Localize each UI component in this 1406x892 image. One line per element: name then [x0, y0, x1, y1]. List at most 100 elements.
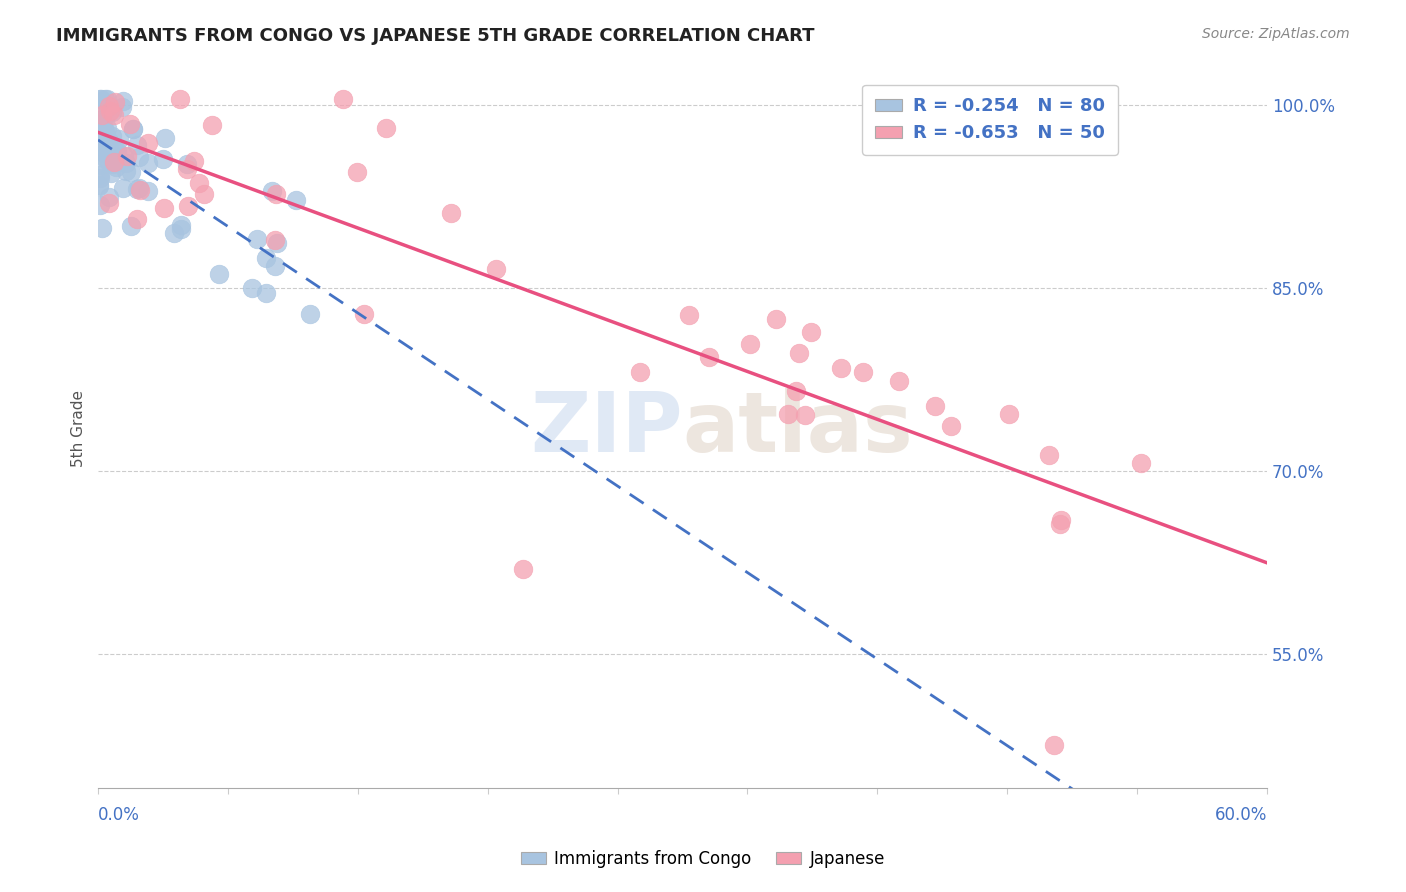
Point	[1050, 513, 1073, 527]
Point	[285, 194, 308, 208]
Point	[353, 307, 375, 321]
Point	[103, 154, 125, 169]
Point	[97, 105, 120, 120]
Point	[97, 99, 120, 113]
Point	[110, 100, 132, 114]
Point	[103, 156, 125, 170]
Point	[97, 190, 120, 204]
Point	[998, 407, 1021, 421]
Point	[201, 118, 224, 132]
Point	[1038, 448, 1060, 462]
Point	[96, 107, 118, 121]
Point	[924, 399, 946, 413]
Point	[100, 165, 122, 179]
Point	[787, 346, 810, 360]
Point	[889, 374, 911, 388]
Point	[122, 121, 145, 136]
Point	[89, 168, 111, 182]
Point	[108, 132, 131, 146]
Point	[939, 419, 962, 434]
Text: Source: ZipAtlas.com: Source: ZipAtlas.com	[1202, 27, 1350, 41]
Point	[96, 92, 118, 106]
Point	[830, 360, 852, 375]
Point	[169, 92, 191, 106]
Point	[89, 124, 111, 138]
Point	[440, 206, 463, 220]
Point	[94, 143, 117, 157]
Point	[104, 95, 127, 109]
Point	[98, 134, 121, 148]
Point	[152, 152, 174, 166]
Point	[375, 120, 398, 135]
Point	[765, 311, 787, 326]
Point	[89, 129, 111, 144]
Point	[90, 92, 112, 106]
Point	[170, 221, 193, 235]
Point	[298, 307, 321, 321]
Text: ZIP: ZIP	[530, 388, 682, 469]
Point	[183, 154, 205, 169]
Point	[89, 179, 111, 194]
Point	[128, 151, 150, 165]
Point	[1129, 456, 1152, 470]
Point	[163, 226, 186, 240]
Point	[100, 128, 122, 143]
Point	[1049, 517, 1071, 532]
Text: atlas: atlas	[682, 388, 914, 469]
Point	[93, 120, 115, 135]
Point	[127, 212, 149, 227]
Point	[91, 142, 114, 156]
Point	[121, 121, 143, 136]
Point	[89, 170, 111, 185]
Point	[91, 137, 114, 152]
Point	[740, 336, 762, 351]
Point	[90, 108, 112, 122]
Point	[128, 181, 150, 195]
Point	[129, 183, 152, 197]
Point	[332, 92, 354, 106]
Point	[87, 126, 110, 140]
Point	[246, 232, 269, 246]
Point	[98, 103, 121, 118]
Point	[263, 259, 285, 273]
Legend: R = -0.254   N = 80, R = -0.653   N = 50: R = -0.254 N = 80, R = -0.653 N = 50	[862, 85, 1118, 155]
Point	[193, 187, 215, 202]
Point	[187, 176, 209, 190]
Point	[103, 108, 125, 122]
Point	[485, 261, 508, 276]
Point	[240, 281, 263, 295]
Point	[138, 184, 160, 198]
Point	[153, 201, 176, 215]
Point	[96, 152, 118, 166]
Point	[87, 178, 110, 192]
Point	[87, 102, 110, 116]
Point	[94, 125, 117, 139]
Point	[117, 149, 139, 163]
Point	[136, 155, 159, 169]
Point	[266, 236, 288, 251]
Point	[89, 112, 111, 127]
Point	[177, 199, 200, 213]
Point	[1043, 739, 1066, 753]
Point	[91, 139, 114, 153]
Point	[112, 149, 135, 163]
Point	[90, 158, 112, 172]
Point	[170, 218, 193, 232]
Point	[97, 139, 120, 153]
Point	[104, 145, 127, 159]
Point	[89, 198, 111, 212]
Point	[678, 308, 700, 322]
Point	[346, 165, 368, 179]
Point	[94, 92, 117, 106]
Text: IMMIGRANTS FROM CONGO VS JAPANESE 5TH GRADE CORRELATION CHART: IMMIGRANTS FROM CONGO VS JAPANESE 5TH GR…	[56, 27, 814, 45]
Point	[785, 384, 807, 398]
Point	[699, 350, 721, 364]
Point	[208, 267, 231, 281]
Point	[115, 156, 138, 170]
Point	[111, 95, 134, 109]
Point	[105, 160, 128, 174]
Point	[91, 145, 114, 160]
Point	[97, 143, 120, 157]
Point	[512, 561, 534, 575]
Point	[98, 154, 121, 169]
